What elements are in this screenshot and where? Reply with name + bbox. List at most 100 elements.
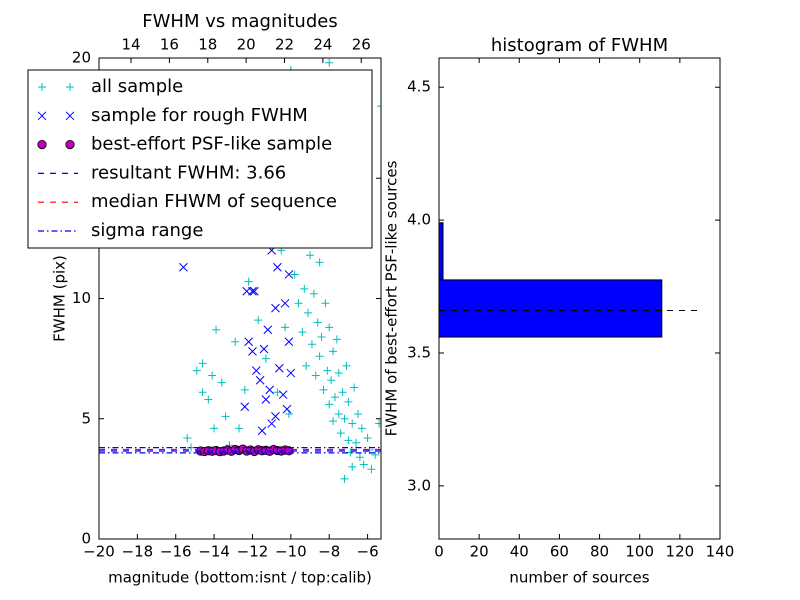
- x-tick-label: 140: [706, 543, 735, 561]
- y-axis-label: FWHM (pix): [51, 255, 69, 342]
- x-axis-label: number of sources: [509, 569, 649, 587]
- x-tick-label: 60: [550, 543, 569, 561]
- x-tick-label: −12: [237, 543, 269, 561]
- x2-tick-label: 20: [237, 36, 256, 54]
- x-marker: [65, 111, 75, 121]
- plus-marker: [306, 251, 315, 260]
- y-tick-label: 3.5: [407, 343, 431, 361]
- legend-label: resultant FWHM: 3.66: [91, 162, 286, 183]
- plus-marker: [261, 354, 270, 363]
- x2-tick-label: 16: [160, 36, 179, 54]
- plus-marker: [304, 308, 313, 317]
- x-marker: [255, 375, 265, 385]
- x-marker: [250, 286, 259, 296]
- x2-tick-label: 22: [275, 36, 294, 54]
- plus-marker: [323, 366, 332, 375]
- x-tick-label: 0: [434, 543, 444, 561]
- plus-marker: [231, 337, 240, 346]
- x-marker: [259, 344, 269, 354]
- chart-title: histogram of FWHM: [491, 35, 668, 56]
- legend-label: sample for rough FWHM: [91, 105, 308, 126]
- plus-marker: [357, 424, 366, 433]
- x-marker: [278, 390, 288, 400]
- legend: all sample sample for rough FWHM best-effo…: [27, 69, 373, 249]
- y-tick-label: 3.0: [407, 476, 431, 494]
- plus-marker: [363, 433, 372, 442]
- legend-box: [27, 69, 373, 249]
- histogram-bar: [439, 222, 444, 281]
- plus-marker: [348, 419, 357, 428]
- x-tick-label: 20: [470, 543, 489, 561]
- plus-marker: [319, 385, 328, 394]
- x-marker: [248, 347, 257, 356]
- plus-marker: [321, 299, 330, 308]
- plus-marker: [359, 460, 368, 469]
- x-marker: [261, 395, 271, 404]
- plus-marker: [198, 359, 207, 368]
- x-marker: [244, 337, 253, 347]
- plus-marker: [298, 328, 307, 337]
- plus-marker: [217, 378, 226, 387]
- plus-marker: [348, 462, 357, 471]
- x-marker: [273, 262, 282, 272]
- plus-marker: [327, 376, 336, 385]
- plus-marker: [183, 433, 192, 442]
- chart-title: FWHM vs magnitudes: [142, 11, 337, 32]
- x-tick-label: 100: [625, 543, 654, 561]
- legend-label: sigma range: [91, 220, 203, 241]
- x-marker: [257, 426, 267, 436]
- plus-marker: [235, 424, 244, 433]
- circle-marker: [37, 140, 47, 150]
- plus-marker: [311, 371, 320, 380]
- plus-marker: [244, 277, 253, 286]
- plus-marker: [334, 409, 343, 418]
- plus-marker: [325, 400, 334, 409]
- plus-marker: [192, 366, 201, 375]
- plus-marker: [336, 429, 345, 438]
- x2-tick-label: 18: [198, 36, 217, 54]
- plus-marker: [375, 419, 381, 428]
- x2-tick-label: 14: [121, 36, 140, 54]
- plus-marker: [329, 417, 338, 426]
- x-marker: [271, 303, 280, 313]
- axes-frame: [438, 57, 721, 540]
- plus-marker: [355, 453, 364, 462]
- x-marker: [263, 325, 273, 335]
- plus-marker: [290, 270, 299, 279]
- plus-marker: [350, 383, 359, 392]
- plus-marker: [198, 388, 207, 397]
- plus-marker: [317, 332, 326, 341]
- x-tick-label: −10: [275, 543, 307, 561]
- y-tick-label: 4.5: [407, 78, 431, 96]
- plus-marker: [367, 465, 376, 474]
- circle-marker: [65, 140, 75, 150]
- x-marker: [242, 286, 252, 296]
- x-marker: [265, 385, 275, 395]
- x-tick-label: −20: [83, 543, 115, 561]
- plus-marker: [334, 369, 343, 378]
- y-tick-label: 4.0: [407, 211, 431, 229]
- y-tick-label: 5: [81, 409, 91, 427]
- plus-marker: [281, 323, 290, 332]
- plus-marker: [315, 258, 324, 267]
- plot-area: [439, 222, 698, 338]
- x-tick-label: −8: [318, 543, 340, 561]
- plus-marker: [313, 318, 322, 327]
- plus-marker: [212, 325, 221, 334]
- plus-marker: [344, 397, 353, 406]
- plus-marker: [371, 450, 380, 459]
- x-marker: [37, 111, 47, 121]
- x-tick-label: 40: [510, 543, 529, 561]
- x-marker: [282, 404, 292, 414]
- plus-marker: [338, 388, 347, 397]
- x-marker: [271, 411, 280, 421]
- x-tick-label: 120: [666, 543, 695, 561]
- x-marker: [280, 298, 290, 308]
- plus-marker: [325, 323, 334, 332]
- x-tick-label: 80: [590, 543, 609, 561]
- plus-marker: [340, 414, 349, 423]
- x-tick-label: −6: [357, 543, 379, 561]
- plus-marker: [329, 347, 338, 356]
